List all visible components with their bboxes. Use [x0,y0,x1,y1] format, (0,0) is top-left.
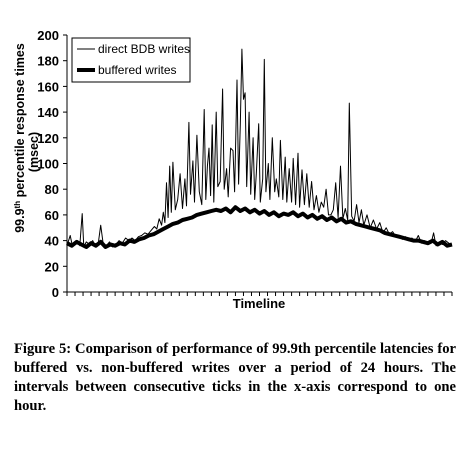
y-tick-label: 20 [45,259,59,274]
plot-series [66,48,453,249]
y-tick-label: 80 [45,182,59,197]
figure-caption: Figure 5: Comparison of performance of 9… [14,341,456,414]
y-tick-label: 160 [37,79,59,94]
y-tick-label: 40 [45,234,59,249]
y-axis: 0 20 40 60 80 100 120 140 160 180 200 [37,28,68,300]
y-tick-label: 0 [52,285,59,300]
series-line-direct-bdb-writes [66,48,453,248]
y-axis-unit: (msec) [27,132,41,172]
y-tick-label: 120 [37,131,59,146]
y-tick-label: 60 [45,208,59,223]
legend-label-direct: direct BDB writes [98,42,190,56]
y-tick-label: 200 [37,28,59,43]
y-axis-title: 99.9th percentile response times [13,43,27,233]
series-line-buffered-writes [66,205,453,249]
legend-box [71,37,191,83]
latency-chart: 0 20 40 60 80 100 120 140 160 180 200 direct BDB w… [13,28,453,311]
legend: direct BDB writes buffered writes [71,37,191,83]
legend-label-buffered: buffered writes [98,63,177,77]
x-axis-title: Timeline [233,296,286,311]
x-axis [66,291,453,296]
y-tick-label: 180 [37,54,59,69]
y-tick-label: 140 [37,105,59,120]
y-tick-label: 100 [37,157,59,172]
